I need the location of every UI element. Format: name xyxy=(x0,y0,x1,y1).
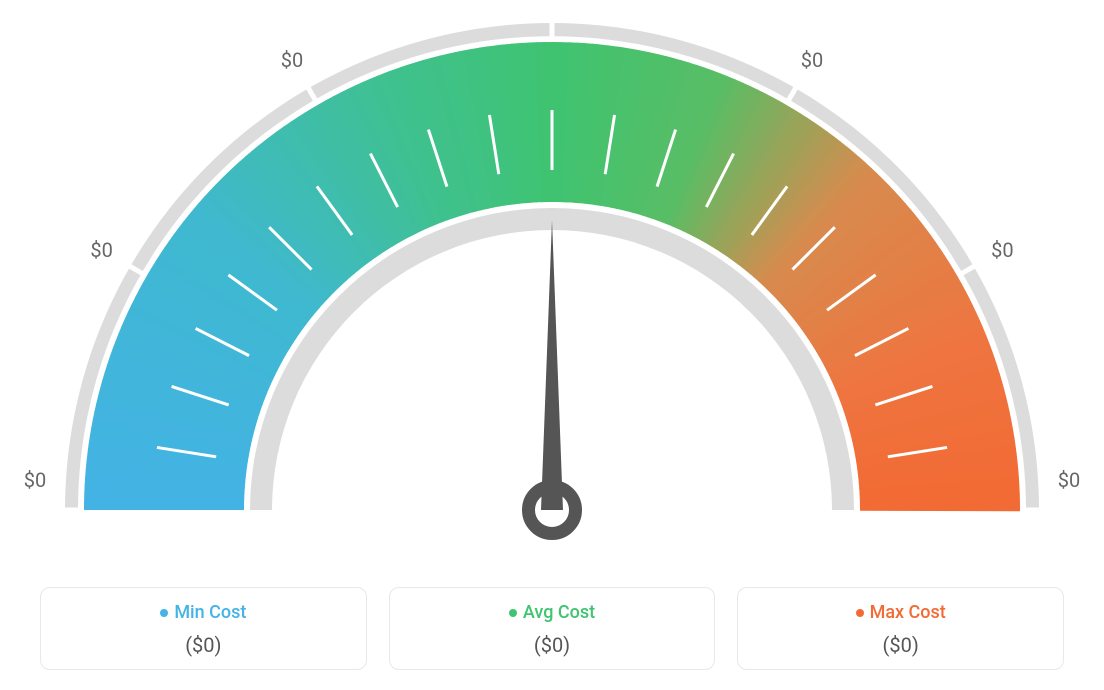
legend-dot-min xyxy=(160,609,168,617)
legend-value-min: ($0) xyxy=(51,633,356,657)
legend-title-avg: Avg Cost xyxy=(509,602,595,623)
gauge-tick-label: $0 xyxy=(541,0,563,2)
legend-label-max: Max Cost xyxy=(870,602,946,623)
gauge-tick-label: $0 xyxy=(801,48,823,72)
legend-label-min: Min Cost xyxy=(174,602,246,623)
legend-dot-max xyxy=(856,609,864,617)
gauge-tick-label: $0 xyxy=(24,468,46,492)
gauge-tick-label: $0 xyxy=(991,238,1013,262)
legend-label-avg: Avg Cost xyxy=(523,602,595,623)
legend-card-avg: Avg Cost ($0) xyxy=(389,587,716,671)
legend-value-max: ($0) xyxy=(748,633,1053,657)
legend-value-avg: ($0) xyxy=(400,633,705,657)
legend-row: Min Cost ($0) Avg Cost ($0) Max Cost ($0… xyxy=(40,587,1064,671)
gauge-tick-label: $0 xyxy=(1058,468,1080,492)
legend-title-min: Min Cost xyxy=(160,602,246,623)
gauge-tick-label: $0 xyxy=(90,238,112,262)
legend-dot-avg xyxy=(509,609,517,617)
gauge-svg xyxy=(0,0,1104,560)
legend-card-max: Max Cost ($0) xyxy=(737,587,1064,671)
gauge-chart: $0 $0 $0 $0 $0 $0 $0 xyxy=(0,0,1104,560)
legend-card-min: Min Cost ($0) xyxy=(40,587,367,671)
legend-title-max: Max Cost xyxy=(856,602,946,623)
gauge-tick-label: $0 xyxy=(281,48,303,72)
cost-gauge-container: $0 $0 $0 $0 $0 $0 $0 Min Cost ($0) Avg Cost ($… xyxy=(0,0,1104,690)
